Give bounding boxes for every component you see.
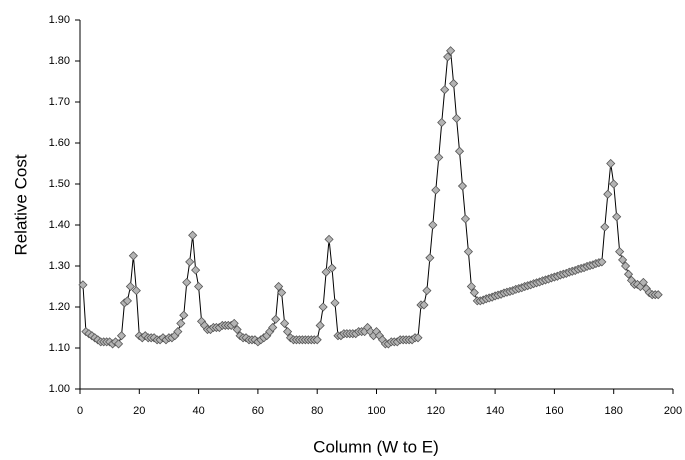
x-tick-label: 0 [77, 405, 83, 417]
data-point [638, 277, 648, 287]
data-point [425, 253, 435, 263]
data-point [419, 300, 429, 310]
data-point [173, 327, 183, 337]
x-tick-label: 160 [545, 405, 563, 417]
data-point [454, 146, 465, 156]
data-point [603, 189, 613, 199]
y-tick-label: 1.40 [49, 219, 70, 231]
data-point [274, 281, 284, 292]
data-point [179, 310, 189, 320]
x-tick-label: 180 [605, 405, 623, 417]
y-tick-label: 1.70 [49, 96, 70, 108]
data-point [229, 318, 239, 328]
data-point [315, 320, 325, 331]
data-point [615, 247, 625, 257]
data-point [437, 117, 447, 128]
data-point [327, 263, 337, 273]
data-point [612, 212, 622, 222]
data-point [623, 269, 634, 279]
data-point [324, 234, 334, 244]
data-point [449, 78, 459, 89]
data-point [431, 185, 441, 195]
x-tick-label: 20 [133, 405, 145, 417]
data-point [609, 179, 619, 189]
data-point [460, 214, 471, 224]
data-point [185, 257, 195, 267]
data-point [268, 322, 278, 333]
x-tick-label: 80 [311, 405, 323, 417]
data-point [125, 281, 135, 292]
x-tick-label: 60 [252, 405, 264, 417]
data-point [618, 255, 628, 265]
data-point [466, 281, 476, 292]
data-point [600, 222, 610, 232]
x-tick-label: 100 [367, 405, 385, 417]
x-tick-label: 120 [427, 405, 445, 417]
data-point [312, 335, 322, 345]
y-tick-label: 1.30 [49, 260, 70, 272]
data-point [597, 257, 607, 267]
data-point [232, 324, 242, 335]
data-point [469, 288, 479, 298]
data-point [78, 280, 88, 290]
data-point [434, 152, 444, 162]
y-tick-label: 1.50 [49, 178, 70, 190]
data-point [606, 158, 616, 169]
data-point [194, 281, 204, 292]
data-point [620, 261, 631, 271]
y-tick-label: 1.10 [49, 342, 70, 354]
data-point [653, 290, 663, 300]
data-point [457, 181, 468, 191]
data-point [330, 298, 340, 308]
data-point [188, 230, 198, 240]
data-line [82, 48, 659, 345]
x-axis-title: Column (W to E) [313, 437, 439, 456]
data-point [282, 327, 293, 337]
y-tick-label: 1.60 [49, 137, 70, 149]
data-point [113, 339, 124, 349]
data-point [451, 113, 462, 123]
data-point [422, 286, 432, 296]
x-tick-label: 140 [486, 405, 504, 417]
data-point [413, 333, 423, 343]
y-tick-label: 1.20 [49, 301, 70, 313]
data-point [182, 277, 192, 287]
data-point [116, 331, 127, 341]
data-point [122, 296, 133, 306]
x-tick-label: 40 [192, 405, 204, 417]
data-point [277, 288, 287, 298]
data-point [321, 267, 331, 277]
data-point [463, 247, 473, 257]
y-tick-label: 1.90 [49, 14, 70, 26]
data-point [318, 302, 328, 312]
data-point [280, 318, 290, 328]
data-point [440, 85, 450, 95]
data-point [428, 220, 438, 230]
data-point [446, 46, 456, 56]
data-point [191, 265, 201, 275]
y-axis-title: Relative Cost [11, 154, 30, 255]
x-tick-label: 200 [664, 405, 682, 417]
data-point [271, 314, 281, 324]
data-point [176, 318, 186, 328]
y-tick-label: 1.00 [49, 383, 70, 395]
data-point [443, 52, 453, 62]
y-tick-label: 1.80 [49, 55, 70, 67]
data-point [131, 286, 141, 296]
data-point [128, 251, 138, 261]
